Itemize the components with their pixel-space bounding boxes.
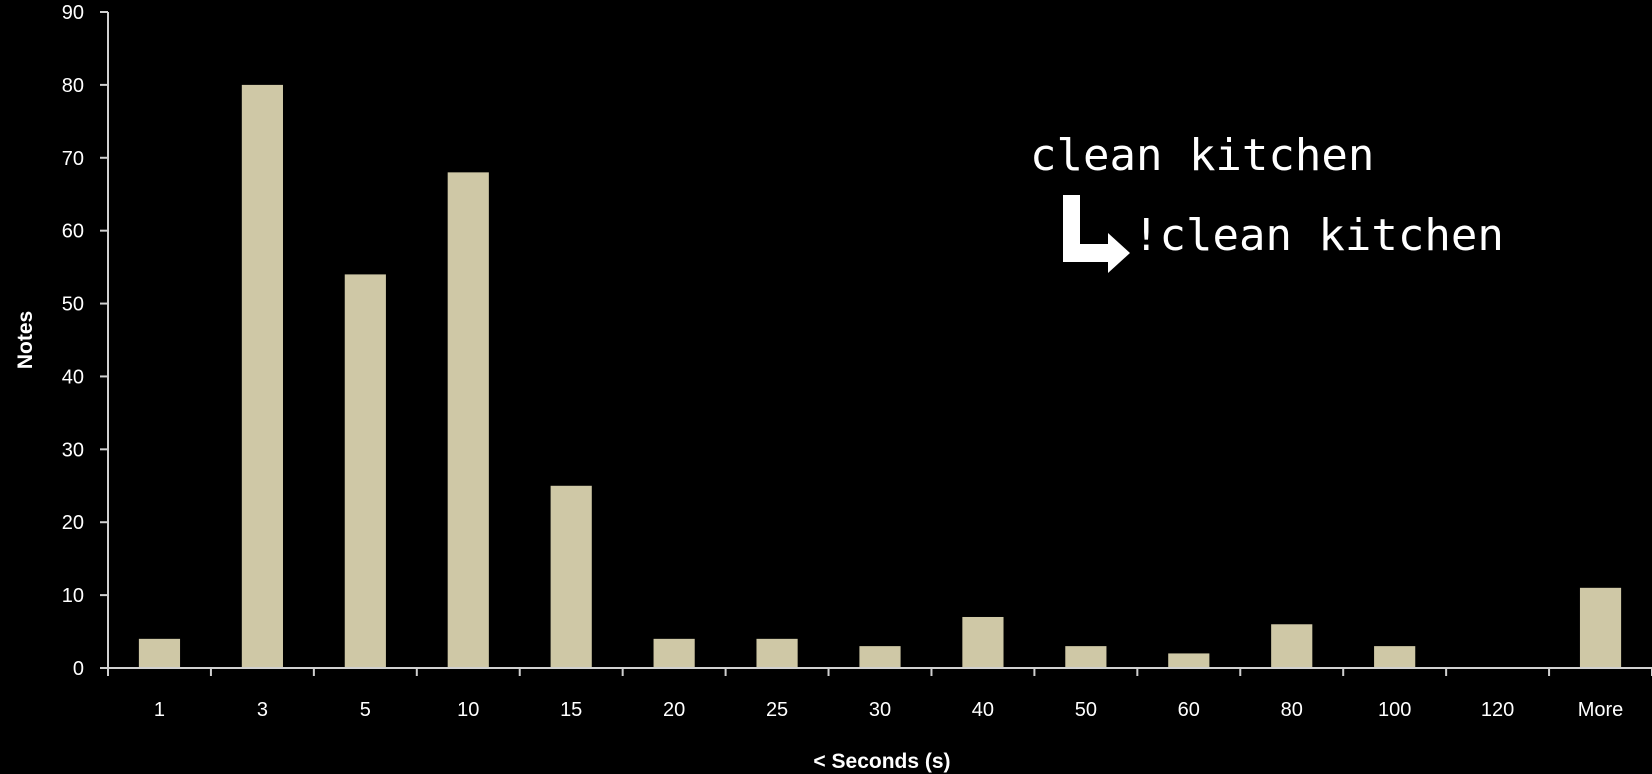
x-tick-label: 15 bbox=[560, 699, 582, 721]
x-tick-label: 30 bbox=[869, 699, 891, 721]
x-tick-label: 80 bbox=[1281, 699, 1303, 721]
x-tick-label: 5 bbox=[360, 699, 371, 721]
x-tick-label: 60 bbox=[1178, 699, 1200, 721]
y-tick-label: 40 bbox=[62, 366, 84, 388]
x-tick-label: 1 bbox=[154, 699, 165, 721]
bar-more bbox=[1579, 587, 1622, 668]
y-tick-label: 20 bbox=[62, 512, 84, 534]
bar-50 bbox=[1065, 646, 1107, 668]
y-tick-label: 50 bbox=[62, 294, 84, 316]
turn-right-arrow-icon bbox=[1063, 195, 1130, 273]
x-tick-label: 25 bbox=[766, 699, 788, 721]
x-tick-label: 100 bbox=[1378, 699, 1411, 721]
x-tick-label: 120 bbox=[1481, 699, 1514, 721]
x-axis-ticks: 1 3 5 10 15 20 25 30 40 50 60 80 100 120 More bbox=[107, 668, 1652, 721]
bar-5 bbox=[344, 274, 386, 668]
bar-3 bbox=[241, 84, 283, 668]
bar-10 bbox=[447, 172, 489, 668]
annotation-from-text: clean kitchen bbox=[1030, 130, 1375, 181]
bar-80 bbox=[1271, 624, 1313, 668]
y-axis-title: Notes bbox=[14, 311, 37, 369]
annotation-to-text: !clean kitchen bbox=[1133, 210, 1504, 261]
y-tick-label: 10 bbox=[62, 585, 84, 607]
bar-25 bbox=[756, 638, 798, 668]
x-tick-label: 20 bbox=[663, 699, 685, 721]
x-tick-label: 40 bbox=[972, 699, 994, 721]
bar-15 bbox=[550, 485, 592, 668]
y-axis-ticks: 0 10 20 30 40 50 60 70 80 90 bbox=[62, 2, 108, 680]
y-tick-label: 60 bbox=[62, 221, 84, 243]
bar-1 bbox=[138, 638, 181, 668]
bar-60 bbox=[1168, 653, 1210, 668]
x-tick-label: 50 bbox=[1075, 699, 1097, 721]
x-tick-label: 3 bbox=[257, 699, 268, 721]
bar-30 bbox=[859, 646, 901, 668]
bar-100 bbox=[1374, 646, 1416, 668]
bar-40 bbox=[962, 616, 1004, 668]
x-axis-title: < Seconds (s) bbox=[813, 750, 950, 773]
y-tick-label: 0 bbox=[73, 658, 84, 680]
bars bbox=[138, 84, 1622, 668]
x-tick-label: 10 bbox=[457, 699, 479, 721]
x-tick-label: More bbox=[1578, 699, 1624, 721]
y-tick-label: 80 bbox=[62, 75, 84, 97]
y-tick-label: 30 bbox=[62, 439, 84, 461]
y-tick-label: 70 bbox=[62, 148, 84, 170]
bar-20 bbox=[653, 638, 695, 668]
y-tick-label: 90 bbox=[62, 2, 84, 24]
